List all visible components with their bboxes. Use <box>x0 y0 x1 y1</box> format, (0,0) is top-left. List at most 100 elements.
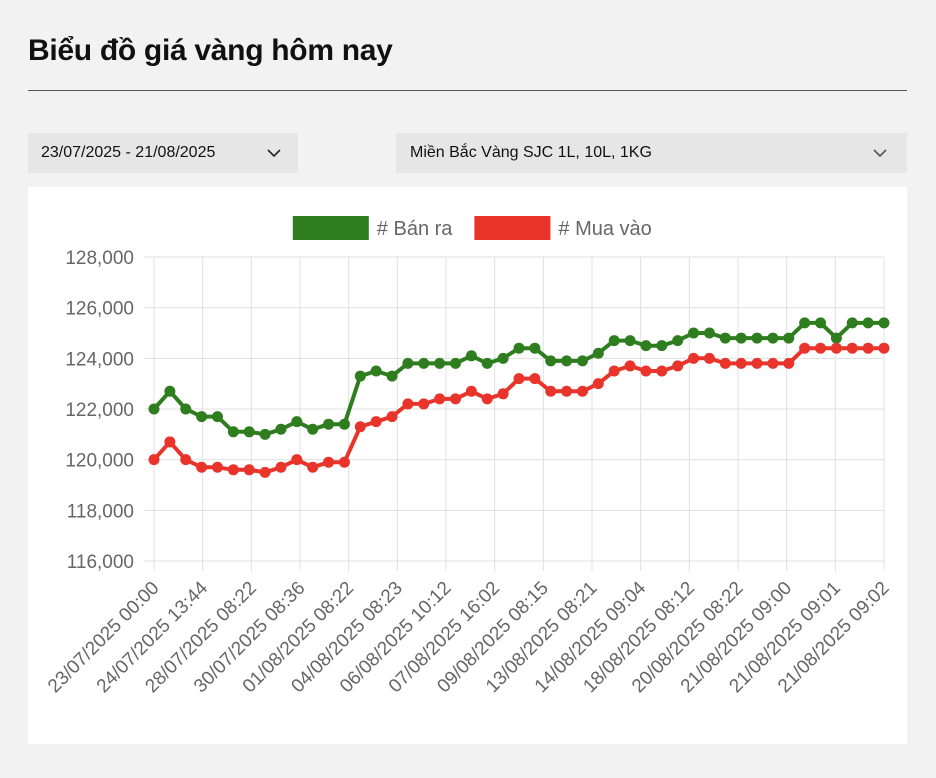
data-point <box>259 466 271 478</box>
data-point <box>878 342 890 354</box>
data-point <box>545 355 557 367</box>
data-point <box>148 454 160 466</box>
data-point <box>196 461 208 473</box>
data-point <box>592 347 604 359</box>
data-point <box>751 332 763 344</box>
data-point <box>386 370 398 382</box>
data-point <box>862 342 874 354</box>
legend-label: # Mua vào <box>558 218 651 240</box>
data-point <box>815 342 827 354</box>
data-point <box>576 355 588 367</box>
data-point <box>211 411 223 423</box>
data-point <box>815 317 827 329</box>
data-point <box>323 456 335 468</box>
y-tick-label: 118,000 <box>67 501 134 522</box>
data-point <box>640 365 652 377</box>
data-point <box>291 454 303 466</box>
data-point <box>243 426 255 438</box>
data-point <box>513 373 525 385</box>
y-tick-label: 128,000 <box>65 248 134 269</box>
data-point <box>719 357 731 369</box>
data-point <box>450 357 462 369</box>
data-point <box>434 357 446 369</box>
data-point <box>846 342 858 354</box>
data-point <box>307 461 319 473</box>
data-point <box>576 385 588 397</box>
data-point <box>434 393 446 405</box>
data-point <box>513 342 525 354</box>
data-point <box>180 454 192 466</box>
data-point <box>529 373 541 385</box>
data-point <box>450 393 462 405</box>
data-point <box>783 357 795 369</box>
data-point <box>656 340 668 352</box>
data-point <box>418 398 430 410</box>
data-point <box>608 335 620 347</box>
data-point <box>227 426 239 438</box>
data-point <box>799 317 811 329</box>
data-point <box>640 340 652 352</box>
y-tick-label: 122,000 <box>65 400 134 421</box>
data-point <box>164 436 176 448</box>
data-point <box>275 423 287 435</box>
date-range-select[interactable]: 23/07/2025 - 21/08/2025 <box>28 133 298 173</box>
data-point <box>481 357 493 369</box>
data-point <box>180 403 192 415</box>
data-point <box>608 365 620 377</box>
data-point <box>830 342 842 354</box>
y-tick-label: 126,000 <box>65 299 134 320</box>
legend-swatch <box>292 216 369 240</box>
data-point <box>783 332 795 344</box>
data-point <box>465 385 477 397</box>
data-point <box>164 385 176 397</box>
data-point <box>830 332 842 344</box>
data-point <box>291 416 303 428</box>
data-point <box>767 357 779 369</box>
data-point <box>418 357 430 369</box>
price-chart-svg: 116,000 118,000 120,000 122,000 124,000 126,0… <box>44 216 894 697</box>
data-point <box>735 332 747 344</box>
data-point <box>370 365 382 377</box>
data-point <box>497 352 509 364</box>
data-point <box>735 357 747 369</box>
data-point <box>672 335 684 347</box>
legend-label: # Bán ra <box>377 218 453 240</box>
chevron-down-icon <box>267 149 281 158</box>
data-point <box>497 388 509 400</box>
data-point <box>719 332 731 344</box>
data-point <box>243 464 255 476</box>
data-point <box>354 370 366 382</box>
title-divider <box>28 90 907 91</box>
data-point <box>703 327 715 339</box>
data-point <box>211 461 223 473</box>
y-tick-label: 124,000 <box>65 349 134 370</box>
data-point <box>751 357 763 369</box>
product-value: Miền Bắc Vàng SJC 1L, 10L, 1KG <box>410 144 652 161</box>
data-point <box>338 418 350 430</box>
y-tick-label: 116,000 <box>67 552 134 573</box>
data-point <box>465 350 477 362</box>
data-point <box>370 416 382 428</box>
data-point <box>561 355 573 367</box>
data-point <box>227 464 239 476</box>
data-point <box>545 385 557 397</box>
data-point <box>338 456 350 468</box>
data-point <box>672 360 684 372</box>
data-point <box>624 335 636 347</box>
y-tick-label: 120,000 <box>65 451 134 472</box>
data-point <box>323 418 335 430</box>
legend-swatch <box>474 216 551 240</box>
data-point <box>196 411 208 423</box>
page-title: Biểu đồ giá vàng hôm nay <box>28 34 393 67</box>
data-point <box>561 385 573 397</box>
data-point <box>862 317 874 329</box>
product-select[interactable]: Miền Bắc Vàng SJC 1L, 10L, 1KG <box>396 133 907 173</box>
data-point <box>688 327 700 339</box>
data-point <box>624 360 636 372</box>
data-point <box>703 352 715 364</box>
data-point <box>799 342 811 354</box>
data-point <box>688 352 700 364</box>
chevron-down-icon <box>873 149 887 158</box>
price-chart: 116,000 118,000 120,000 122,000 124,000 126,0… <box>28 187 907 744</box>
date-range-value: 23/07/2025 - 21/08/2025 <box>41 144 216 161</box>
